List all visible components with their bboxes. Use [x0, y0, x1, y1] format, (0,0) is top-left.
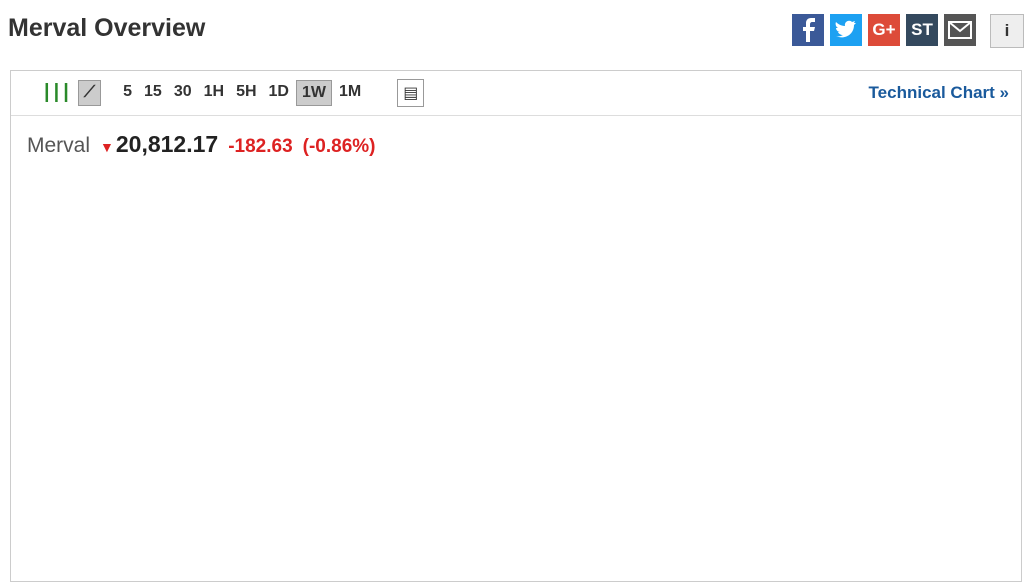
share-icons: 0.005,000.007,500.0010,000.0012,500.0015…	[792, 14, 1024, 48]
interval-button[interactable]: 1D	[268, 83, 289, 100]
interval-button[interactable]: 30	[173, 83, 192, 100]
change-percent: (-0.86%)	[302, 136, 376, 157]
interval-button[interactable]: 1H	[203, 83, 225, 100]
instrument-name: Merval	[27, 134, 91, 157]
price: 20,812.17	[115, 131, 219, 157]
facebook-icon[interactable]: 0.005,000.007,500.0010,000.0012,500.0015…	[792, 14, 824, 46]
intervals: 5 15 30 1H 5H 1D 1W 1M	[117, 80, 367, 106]
info-icon[interactable]: i	[990, 14, 1024, 48]
interval-button[interactable]: 5	[123, 83, 133, 100]
twitter-icon[interactable]	[830, 14, 862, 46]
google-plus-icon[interactable]: G+	[868, 14, 900, 46]
email-glyph	[948, 21, 972, 39]
interval-button[interactable]: 1M	[338, 83, 362, 100]
stocktwits-icon[interactable]: ST	[906, 14, 938, 46]
quote: Merval ▼ 20,812.17 -182.63 (-0.86%)	[27, 131, 376, 158]
email-icon[interactable]	[944, 14, 976, 46]
page-title: Merval Overview	[8, 14, 206, 42]
interval-button[interactable]: 15	[144, 83, 162, 100]
line-icon[interactable]: ⟋	[77, 80, 102, 106]
layout-icon[interactable]: ▤	[397, 79, 425, 107]
interval-button[interactable]: 1W	[295, 80, 332, 106]
down-arrow: ▼	[100, 139, 114, 155]
twitter-glyph	[835, 20, 856, 38]
toolbar: ┃┃┃ ⟋ 5 15 30 1H 5H 1D 1W 1M ▤ Technical Chart …	[11, 71, 1021, 116]
technical-chart-link[interactable]: Technical Chart »	[868, 83, 1009, 102]
interval-button[interactable]: 5H	[236, 83, 257, 100]
change: -182.63	[228, 136, 293, 157]
chart-widget: ┃┃┃ ⟋ 5 15 30 1H 5H 1D 1W 1M ▤ Technical Chart …	[10, 70, 1022, 582]
candle-icon[interactable]: ┃┃┃	[42, 85, 71, 102]
facebook-glyph: 0.005,000.007,500.0010,000.0012,500.0015…	[803, 18, 815, 42]
